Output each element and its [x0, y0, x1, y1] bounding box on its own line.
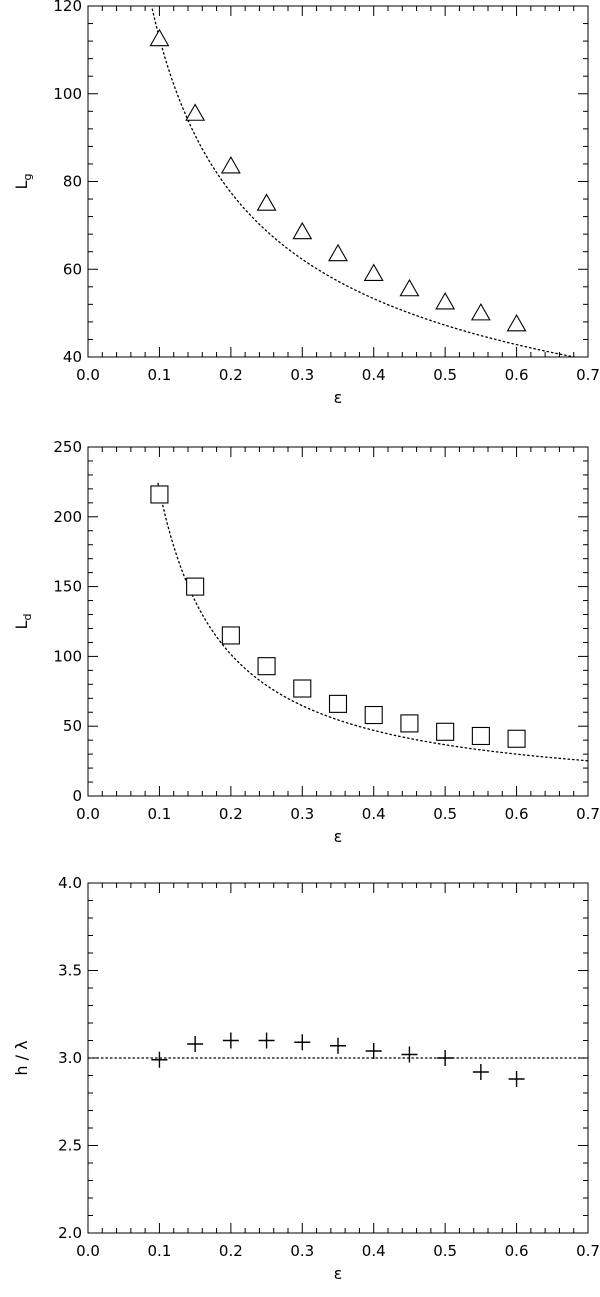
ld-x-tick-label: 0.0: [76, 805, 100, 823]
ld-x-tick-label: 0.4: [362, 805, 386, 823]
h-lambda-data-point: [472, 1064, 489, 1080]
lg-y-axis-label-sub: g: [21, 174, 34, 181]
ld-y-tick-label: 50: [63, 717, 82, 735]
lg-data-point: [220, 156, 241, 174]
ld-y-tick-label: 250: [53, 438, 82, 456]
h-lambda-y-tick-label: 2.5: [58, 1137, 82, 1155]
ld-x-tick-label: 0.6: [505, 805, 529, 823]
ld-x-tick-label: 0.2: [219, 805, 243, 823]
lg-x-tick-label: 0.6: [505, 366, 529, 384]
lg-x-tick-label: 0.7: [576, 366, 600, 384]
h-lambda-data-point: [187, 1036, 204, 1052]
lg-y-tick-label: 80: [63, 173, 82, 191]
h-lambda-y-axis-label: h / λ: [12, 1040, 31, 1075]
ld-x-tick-label: 0.3: [290, 805, 314, 823]
h-lambda-x-tick-label: 0.2: [219, 1242, 243, 1260]
ld-y-tick-label: 150: [53, 578, 82, 596]
lg-y-tick-label: 60: [63, 260, 82, 278]
lg-data-point: [328, 243, 348, 262]
ld-data-point: [364, 705, 383, 725]
lg-y-tick-label: 100: [53, 85, 82, 103]
ld-data-point: [507, 729, 526, 748]
lg-x-tick-label: 0.5: [433, 366, 457, 384]
lg-y-axis-label: Lg: [12, 174, 34, 190]
lg-data-point: [399, 278, 420, 297]
lg-x-tick-label: 0.3: [290, 366, 314, 384]
ld-data-point: [328, 694, 348, 713]
ld-x-axis-label: ε: [334, 827, 343, 846]
ld-data-point: [293, 679, 312, 698]
lg-y-tick-label: 120: [53, 0, 82, 15]
h-lambda-data-point: [365, 1043, 382, 1059]
lg-x-tick-label: 0.4: [362, 366, 386, 384]
chart-h-lambda: 0.0 0.1 0.2 0.3 0.4 0.5 0.6 0.7 2.0 2.5 3.0 3.5 4.0 ε…: [12, 874, 600, 1283]
ld-data-point: [257, 657, 276, 676]
h-lambda-y-tick-label: 3.5: [58, 962, 82, 980]
lg-plot-frame: [87, 5, 589, 358]
chart-lg: 0.0 0.1 0.2 0.3 0.4 0.5 0.6 0.7 40 60 80 100 120 ε Lg: [12, 0, 600, 407]
chart-ld: 0.0 0.1 0.2 0.3 0.4 0.5 0.6 0.7 0 50 100 150 200 250 ε…: [12, 438, 600, 846]
ld-y-axis-label: Ld: [12, 614, 34, 630]
h-lambda-x-tick-label: 0.6: [505, 1242, 529, 1260]
h-lambda-y-tick-label: 3.0: [58, 1049, 82, 1067]
ld-y-tick-label: 200: [53, 508, 82, 526]
lg-data-point: [185, 103, 206, 121]
ld-data-point: [471, 726, 490, 746]
h-lambda-y-tick-label: 2.0: [58, 1224, 82, 1242]
h-lambda-x-tick-label: 0.0: [76, 1242, 100, 1260]
lg-data-point: [470, 303, 491, 321]
lg-data-point: [435, 292, 456, 310]
h-lambda-x-axis-label: ε: [334, 1264, 343, 1283]
lg-x-tick-label: 0.1: [147, 366, 171, 384]
h-lambda-data-point: [330, 1037, 346, 1054]
h-lambda-x-tick-label: 0.4: [362, 1242, 386, 1260]
ld-data-point: [400, 714, 419, 733]
ld-data-point: [436, 722, 455, 741]
lg-x-tick-label: 0.0: [76, 366, 100, 384]
ld-fit-curve: [157, 482, 588, 762]
ld-data-point: [186, 577, 205, 596]
h-lambda-x-tick-label: 0.7: [576, 1242, 600, 1260]
ld-y-axis-label-sub: d: [21, 614, 34, 621]
h-lambda-data-point: [294, 1034, 311, 1051]
lg-data-point: [149, 28, 170, 47]
ld-data-point: [221, 626, 240, 645]
lg-data-point: [256, 193, 277, 211]
ld-y-tick-label: 100: [53, 647, 82, 665]
lg-x-tick-label: 0.2: [219, 366, 243, 384]
ld-y-tick-label: 0: [72, 787, 82, 805]
lg-data-point: [292, 221, 313, 240]
lg-y-tick-label: 40: [63, 348, 82, 366]
lg-data-point: [506, 313, 527, 332]
ld-x-tick-label: 0.7: [576, 805, 600, 823]
h-lambda-x-tick-label: 0.5: [433, 1242, 457, 1260]
h-lambda-data-point: [222, 1032, 239, 1049]
h-lambda-y-tick-label: 4.0: [58, 874, 82, 892]
ld-x-tick-label: 0.1: [147, 805, 171, 823]
lg-fit-curve: [151, 8, 578, 357]
lg-x-axis-label: ε: [334, 388, 343, 407]
ld-plot-frame: [87, 446, 589, 797]
ld-x-tick-label: 0.5: [433, 805, 457, 823]
h-lambda-data-point: [258, 1032, 275, 1049]
h-lambda-data-point: [508, 1071, 525, 1087]
lg-data-point: [363, 263, 384, 281]
ld-data-point: [150, 485, 169, 504]
h-lambda-data-point: [437, 1050, 454, 1066]
h-lambda-data-point: [151, 1051, 168, 1068]
h-lambda-data-point: [401, 1046, 418, 1063]
h-lambda-x-tick-label: 0.1: [147, 1242, 171, 1260]
h-lambda-x-tick-label: 0.3: [290, 1242, 314, 1260]
